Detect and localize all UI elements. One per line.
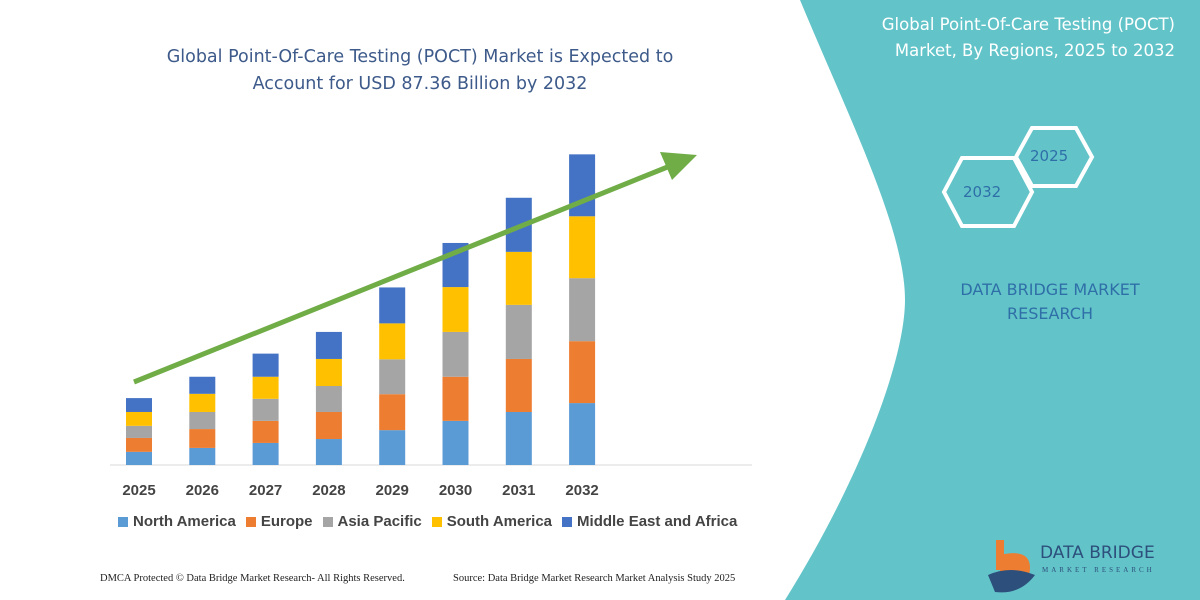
bar-2026-europe	[189, 429, 216, 448]
legend-label: Europe	[260, 513, 313, 530]
legend-label: South America	[446, 513, 553, 530]
bar-2027-south-america	[252, 376, 279, 399]
trend-arrow-head	[660, 152, 697, 180]
legend-item-mea: Middle East and Africa	[562, 513, 737, 530]
bar-2026-north-america	[189, 447, 216, 465]
legend-item-europe: Europe	[245, 513, 313, 530]
bar-2026-south-america	[189, 393, 216, 412]
bar-2027-middle-east-and-africa	[252, 353, 279, 377]
legend-swatch	[245, 516, 256, 527]
legend-item-north-america: North America	[118, 513, 236, 530]
bar-2027-europe	[252, 420, 279, 443]
legend-item-asia-pacific: Asia Pacific	[322, 513, 422, 530]
side-panel-title: Global Point-Of-Care Testing (POCT) Mark…	[881, 15, 1175, 60]
bar-2031-asia-pacific	[505, 304, 532, 359]
bar-2029-south-america	[379, 323, 406, 360]
logo-text: DATA BRIDGE	[1040, 543, 1155, 563]
bar-2025-south-america	[126, 411, 152, 426]
bar-2028-asia-pacific	[315, 386, 342, 412]
teal-panel	[785, 0, 1200, 600]
bar-2028-north-america	[315, 439, 342, 465]
bar-2032-north-america	[569, 403, 596, 465]
bar-2026-middle-east-and-africa	[189, 376, 216, 394]
hex-2032-label: 2032	[963, 183, 1002, 201]
bar-2031-north-america	[505, 411, 532, 465]
legend-item-south-america: South America	[431, 513, 553, 530]
bar-2032-europe	[569, 341, 596, 404]
x-tick-label: 2032	[565, 482, 598, 499]
bar-2029-north-america	[379, 430, 406, 465]
legend-label: North America	[133, 513, 236, 530]
legend: North America Europe Asia Pacific South …	[118, 513, 737, 530]
legend-swatch	[118, 516, 128, 527]
bar-2026-asia-pacific	[189, 411, 216, 430]
x-tick-label: 2025	[122, 482, 155, 499]
trend-arrow-line	[133, 163, 671, 385]
legend-swatch	[431, 516, 442, 527]
legend-label: Middle East and Africa	[577, 513, 738, 530]
x-tick-label: 2030	[439, 482, 472, 499]
bar-2028-europe	[315, 411, 342, 440]
legend-swatch	[562, 516, 573, 527]
bar-2031-europe	[505, 358, 532, 412]
bar-2025-middle-east-and-africa	[126, 398, 152, 412]
x-tick-label: 2026	[186, 482, 219, 499]
hex-2032-shape	[941, 156, 1035, 228]
legend-swatch	[322, 516, 333, 527]
legend-label: Asia Pacific	[337, 513, 422, 530]
bar-2030-europe	[442, 376, 469, 421]
bar-2029-middle-east-and-africa	[379, 287, 406, 324]
bar-2030-north-america	[442, 420, 469, 465]
x-tick-label: 2028	[312, 482, 345, 499]
bar-2031-south-america	[505, 251, 532, 305]
bar-2029-europe	[379, 394, 406, 431]
hex-2025-label: 2025	[1030, 147, 1069, 165]
hex-2025-shape	[1013, 126, 1095, 188]
x-tick-label: 2029	[376, 482, 409, 499]
bar-2028-middle-east-and-africa	[315, 331, 342, 359]
bar-2032-south-america	[569, 216, 596, 279]
bar-2030-south-america	[442, 287, 469, 332]
logo-subtext: MARKET RESEARCH	[1042, 566, 1155, 574]
footer-source: Source: Data Bridge Market Research Mark…	[453, 573, 736, 584]
bar-2027-asia-pacific	[252, 398, 279, 421]
bar-2025-asia-pacific	[126, 425, 152, 438]
footer-copyright: DMCA Protected © Data Bridge Market Rese…	[100, 573, 405, 584]
bar-2030-asia-pacific	[442, 331, 469, 377]
bar-2025-europe	[126, 437, 152, 452]
x-tick-label: 2031	[502, 482, 535, 499]
brand-text: DATA BRIDGE MARKET RESEARCH	[960, 280, 1140, 323]
bar-2028-south-america	[315, 358, 342, 387]
bar-2029-asia-pacific	[379, 359, 406, 395]
bar-2025-north-america	[126, 451, 152, 465]
logo-icon	[988, 540, 1035, 593]
bar-2027-north-america	[252, 442, 279, 465]
x-tick-label: 2027	[249, 482, 282, 499]
bar-2032-asia-pacific	[569, 278, 596, 342]
chart-title: Global Point-Of-Care Testing (POCT) Mark…	[166, 47, 674, 94]
